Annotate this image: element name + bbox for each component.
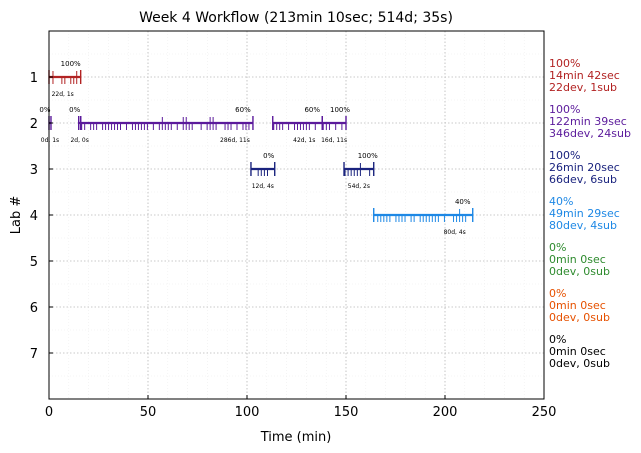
lab-1-summary-time: 14min 42sec: [549, 69, 620, 82]
y-tick-label: 1: [30, 71, 38, 86]
lab-1-summary-pct: 100%: [549, 57, 580, 70]
lab-1-segment-1-note: 22d, 1s: [52, 91, 74, 98]
lab-6-summary-counts: 0dev, 0sub: [549, 311, 610, 324]
lab-2-segment-4-note: 42d, 1s: [293, 137, 315, 144]
lab-2-segment-3-note: 286d, 11s: [220, 137, 250, 144]
y-tick-label: 4: [30, 209, 38, 224]
lab-5-summary-time: 0min 0sec: [549, 253, 606, 266]
lab-5-summary-counts: 0dev, 0sub: [549, 265, 610, 278]
lab-3-summary-counts: 66dev, 6sub: [549, 173, 617, 186]
lab-4-summary-time: 49min 29sec: [549, 207, 620, 220]
lab-2-segment-2-note: 2d, 0s: [70, 137, 88, 144]
x-tick-label: 250: [532, 405, 557, 420]
y-tick-label: 7: [30, 347, 38, 362]
lab-1-segment-1-pct: 100%: [61, 60, 81, 68]
lab-2-segment-1-pct: 0%: [39, 106, 50, 114]
lab-2-segment-1-note: 0d, 1s: [41, 137, 59, 144]
x-tick-label: 150: [334, 405, 359, 420]
x-axis-label: Time (min): [260, 430, 332, 445]
y-tick-label: 2: [30, 117, 38, 132]
lab-2-segment-5-note: 16d, 11s: [321, 137, 347, 144]
lab-3-summary-pct: 100%: [549, 149, 580, 162]
lab-2-segment-4-pct: 60%: [304, 106, 320, 114]
lab-1-summary-counts: 22dev, 1sub: [549, 81, 617, 94]
lab-3-segment-1-pct: 0%: [263, 152, 274, 160]
lab-5-summary-pct: 0%: [549, 241, 566, 254]
lab-4-segment-1-note: 80d, 4s: [444, 229, 466, 236]
y-tick-label: 5: [30, 255, 38, 270]
x-tick-label: 50: [140, 405, 157, 420]
lab-2-segment-5-pct: 100%: [330, 106, 350, 114]
lab-2-summary-pct: 100%: [549, 103, 580, 116]
x-tick-label: 100: [235, 405, 260, 420]
lab-7-summary-time: 0min 0sec: [549, 345, 606, 358]
y-tick-label: 3: [30, 163, 38, 178]
lab-3-segment-1-note: 12d, 4s: [252, 183, 274, 190]
chart-title: Week 4 Workflow (213min 10sec; 514d; 35s…: [139, 10, 453, 26]
lab-3-summary-time: 26min 20sec: [549, 161, 620, 174]
lab-2-summary-time: 122min 39sec: [549, 115, 627, 128]
lab-4-summary-pct: 40%: [549, 195, 573, 208]
x-tick-label: 0: [45, 405, 53, 420]
lab-2-segment-2-pct: 0%: [69, 106, 80, 114]
lab-6-summary-time: 0min 0sec: [549, 299, 606, 312]
lab-4-segment-1-pct: 40%: [455, 198, 471, 206]
lab-7-summary-pct: 0%: [549, 333, 566, 346]
y-tick-label: 6: [30, 301, 38, 316]
x-tick-label: 200: [433, 405, 458, 420]
lab-7-summary-counts: 0dev, 0sub: [549, 357, 610, 370]
lab-2-summary-counts: 346dev, 24sub: [549, 127, 631, 140]
lab-4-summary-counts: 80dev, 4sub: [549, 219, 617, 232]
y-axis-label: Lab #: [9, 196, 24, 235]
lab-3-segment-2-note: 54d, 2s: [348, 183, 370, 190]
lab-2-segment-3-pct: 60%: [235, 106, 251, 114]
lab-3-segment-2-pct: 100%: [358, 152, 378, 160]
lab-6-summary-pct: 0%: [549, 287, 566, 300]
